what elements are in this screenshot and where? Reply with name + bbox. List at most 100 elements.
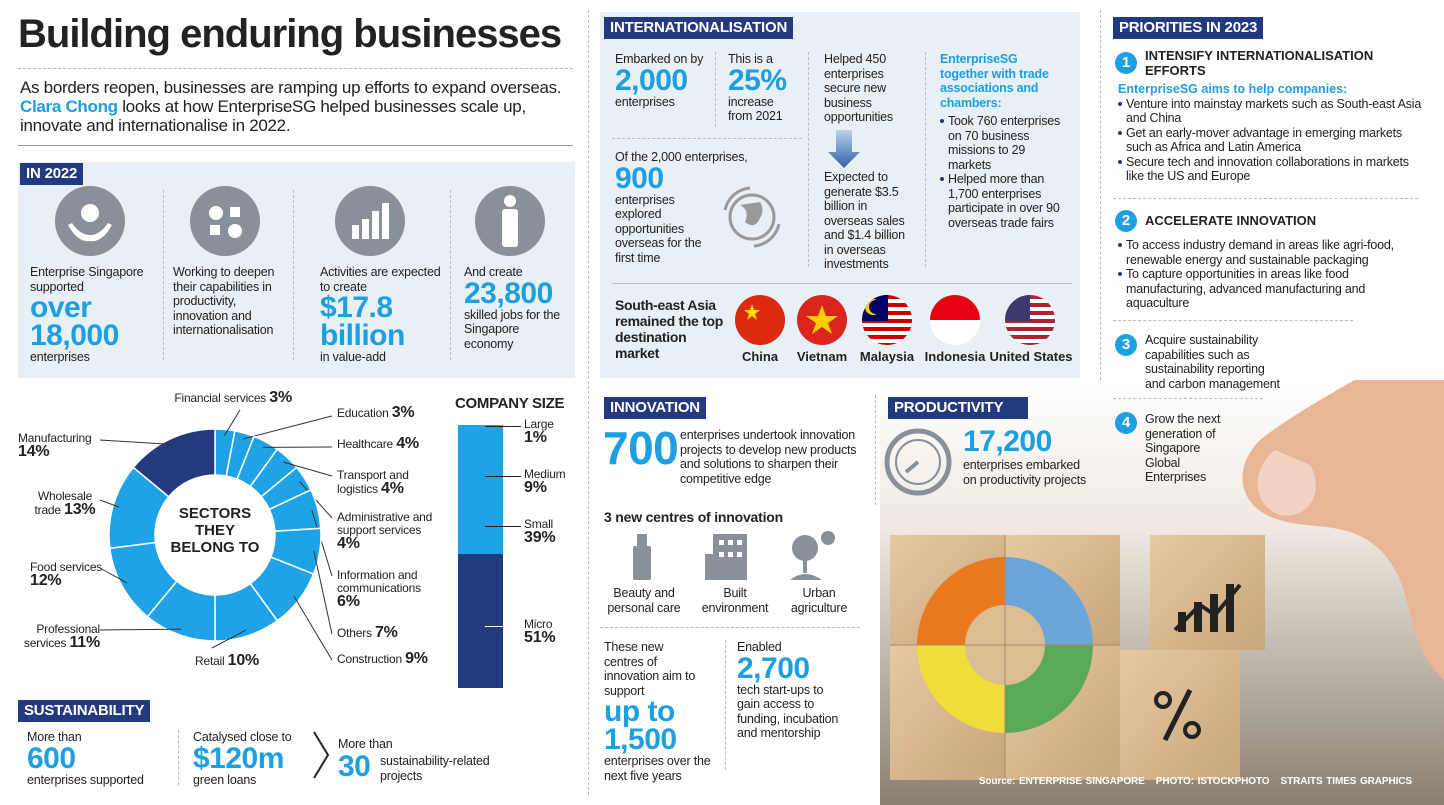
bullet: Took 760 enterprises on 70 business miss… bbox=[940, 114, 1065, 172]
stat-figure: 2,700 bbox=[737, 651, 810, 685]
leader-line bbox=[485, 426, 521, 427]
stat-tail: enterprises bbox=[615, 94, 675, 109]
bar-label: Micro 51% bbox=[524, 617, 556, 646]
value-label: 3% bbox=[391, 404, 415, 421]
priority-subtitle: EnterpriseSG aims to help companies: bbox=[1118, 82, 1348, 96]
stat: Enterprise Singapore supported over 18,0… bbox=[30, 265, 155, 365]
donut-label: Education 3% bbox=[337, 404, 447, 421]
intro: As borders reopen, businesses are rampin… bbox=[20, 78, 575, 135]
bar-label: Medium 9% bbox=[524, 468, 566, 496]
credit: Source: ENTERPRISE SINGAPORE bbox=[978, 776, 1145, 787]
chart-title: COMPANY SIZE bbox=[455, 395, 565, 412]
stat-tail: sustainability-related projects bbox=[380, 754, 490, 783]
stat-lead: Working to deepen their capabilities in … bbox=[173, 265, 275, 337]
stat-tail: increase from 2021 bbox=[728, 94, 783, 124]
value-label: 4% bbox=[396, 435, 419, 452]
donut-label: Transport and logistics 4% bbox=[337, 469, 437, 497]
author: Clara Chong bbox=[20, 97, 118, 116]
divider bbox=[725, 640, 726, 770]
bullet: To capture opportunities in areas like f… bbox=[1118, 267, 1423, 311]
rule bbox=[600, 627, 860, 628]
partners: EnterpriseSG together with trade associa… bbox=[940, 52, 1065, 230]
stat-figure: 18,000 bbox=[30, 319, 119, 352]
text: enterprises embarked on productivity pro… bbox=[963, 458, 1087, 487]
value-label: 51% bbox=[524, 629, 556, 646]
stat-tail: enterprises explored opportunities overs… bbox=[615, 192, 702, 265]
divider bbox=[925, 52, 926, 267]
category-label: Small bbox=[524, 517, 554, 531]
bullet-text: Took 760 enterprises on 70 business miss… bbox=[948, 114, 1061, 172]
stat-figure: over bbox=[30, 291, 92, 324]
category-label: Micro bbox=[524, 617, 553, 631]
gauge-icon bbox=[884, 428, 952, 496]
bullet-dot bbox=[1118, 243, 1122, 247]
divider bbox=[163, 190, 164, 360]
bar-segment bbox=[458, 553, 503, 688]
stat-lead: And create bbox=[464, 265, 523, 279]
divider bbox=[450, 190, 451, 360]
leader-line bbox=[99, 439, 173, 446]
donut-label: Information and communications 6% bbox=[337, 569, 437, 610]
stat: This is a 25% increase from 2021 bbox=[728, 52, 798, 124]
leader-line bbox=[99, 628, 182, 631]
country: Malaysia bbox=[859, 349, 915, 364]
section-heading: IN 2022 bbox=[20, 163, 84, 185]
divider bbox=[1100, 10, 1101, 380]
stat: These new centres of innovation aim to s… bbox=[604, 640, 714, 783]
donut-label: Retail 10% bbox=[195, 652, 285, 669]
donut-label: Professional services 11% bbox=[18, 623, 100, 651]
stat: Enabled 2,700 tech start-ups to gain acc… bbox=[737, 640, 842, 741]
value-label: 4% bbox=[337, 535, 360, 552]
priority-text: Grow the next generation of Singapore Gl… bbox=[1145, 412, 1221, 484]
text: Helped 450 enterprises secure new busine… bbox=[824, 52, 893, 124]
value-label: 6% bbox=[337, 593, 360, 610]
rule bbox=[1113, 398, 1263, 399]
priority-body: EnterpriseSG aims to help companies: Ven… bbox=[1118, 82, 1423, 184]
bullet-dot bbox=[940, 177, 944, 181]
leader-line bbox=[293, 596, 333, 661]
bar-segment bbox=[458, 425, 503, 428]
stat-tail: tech start-ups to gain access to funding… bbox=[737, 682, 839, 741]
stat-lead: More than bbox=[338, 737, 393, 751]
donut-label: Wholesale trade 13% bbox=[30, 489, 100, 518]
value-label: 11% bbox=[69, 634, 100, 651]
stat-lead: Of the 2,000 enterprises, bbox=[615, 150, 748, 164]
donut-label: Financial services 3% bbox=[150, 389, 292, 406]
bullet: Secure tech and innovation collaboration… bbox=[1118, 155, 1423, 184]
value-label: 3% bbox=[269, 389, 292, 406]
value-label: 10% bbox=[227, 652, 260, 669]
centre-icons bbox=[633, 531, 835, 580]
value-label: 14% bbox=[18, 443, 50, 460]
country: Vietnam bbox=[796, 349, 848, 364]
donut-slice bbox=[132, 428, 216, 498]
stacked-bar bbox=[458, 425, 503, 688]
leader-line bbox=[223, 409, 241, 436]
stat-tail: enterprises supported bbox=[27, 772, 144, 787]
bullet-text: To capture opportunities in areas like f… bbox=[1126, 267, 1366, 310]
bullet-dot bbox=[940, 119, 944, 123]
stat-figure: 700 bbox=[603, 422, 679, 474]
divider bbox=[588, 10, 589, 795]
centre-label: Built environment bbox=[701, 586, 769, 615]
section-heading: INNOVATION bbox=[604, 397, 706, 419]
bullet-dot bbox=[1118, 159, 1122, 164]
arrow bbox=[828, 130, 860, 168]
leader-line bbox=[485, 626, 521, 627]
bar-segment bbox=[458, 427, 503, 452]
section-heading: SUSTAINABILITY bbox=[18, 700, 151, 722]
bullet-text: Helped more than 1,700 enterprises parti… bbox=[948, 172, 1060, 230]
donut-label: Healthcare 4% bbox=[337, 435, 447, 452]
value-label: 4% bbox=[381, 480, 404, 497]
section-heading: PRIORITIES IN 2023 bbox=[1113, 17, 1264, 39]
stat-figure: 17,200 bbox=[963, 425, 1052, 458]
category-label: Wholesale trade bbox=[34, 489, 93, 517]
leader-line bbox=[99, 567, 128, 584]
priority-number: 1 bbox=[1115, 52, 1137, 74]
photo bbox=[880, 380, 1444, 805]
stat: Activities are expected to create $17.8 … bbox=[320, 265, 445, 365]
leader-line bbox=[242, 415, 333, 440]
rule bbox=[1113, 198, 1418, 199]
bullet-dot bbox=[1118, 101, 1122, 106]
stat-lead: Enterprise Singapore supported bbox=[30, 265, 144, 294]
